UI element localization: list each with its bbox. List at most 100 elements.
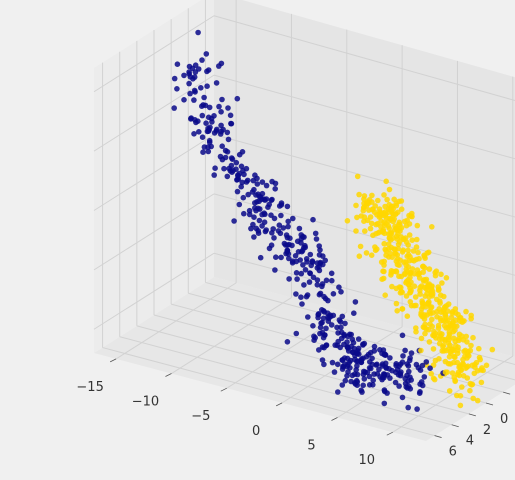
point-navy bbox=[181, 97, 187, 103]
point-navy bbox=[408, 350, 415, 356]
point-navy bbox=[213, 80, 220, 86]
point-navy bbox=[335, 389, 341, 395]
point-gold bbox=[432, 357, 439, 364]
point-gold bbox=[454, 359, 461, 366]
point-gold bbox=[373, 221, 379, 228]
point-gold bbox=[422, 278, 429, 284]
point-navy bbox=[423, 359, 430, 365]
point-navy bbox=[278, 254, 284, 261]
point-gold bbox=[370, 232, 376, 239]
point-navy bbox=[317, 324, 324, 331]
point-navy bbox=[325, 297, 331, 304]
point-gold bbox=[439, 280, 445, 286]
point-navy bbox=[208, 115, 215, 122]
point-gold bbox=[353, 228, 359, 234]
point-navy bbox=[212, 165, 218, 171]
point-gold bbox=[398, 206, 405, 212]
point-navy bbox=[224, 173, 231, 180]
point-gold bbox=[468, 382, 475, 388]
point-navy bbox=[253, 225, 259, 232]
point-gold bbox=[417, 284, 423, 291]
point-navy bbox=[314, 282, 321, 288]
point-gold bbox=[454, 392, 460, 399]
point-navy bbox=[336, 284, 342, 291]
grid-z-left bbox=[93, 252, 215, 330]
point-navy bbox=[239, 149, 246, 155]
point-navy bbox=[405, 404, 412, 411]
point-navy bbox=[227, 168, 234, 174]
point-gold bbox=[414, 222, 421, 229]
point-gold bbox=[361, 204, 367, 210]
point-navy bbox=[327, 312, 334, 319]
point-navy bbox=[211, 172, 217, 178]
point-navy bbox=[338, 324, 344, 331]
point-gold bbox=[462, 353, 468, 360]
point-navy bbox=[276, 203, 283, 209]
point-gold bbox=[457, 402, 464, 409]
point-gold bbox=[429, 316, 435, 323]
point-navy bbox=[331, 369, 338, 375]
point-navy bbox=[381, 374, 387, 381]
point-navy bbox=[334, 361, 341, 368]
point-gold bbox=[381, 222, 388, 229]
point-gold bbox=[357, 243, 364, 250]
point-gold bbox=[428, 289, 435, 296]
x-tick-label: −15 bbox=[76, 380, 103, 395]
point-gold bbox=[435, 287, 442, 294]
point-navy bbox=[255, 205, 261, 212]
point-gold bbox=[404, 313, 411, 320]
point-gold bbox=[465, 349, 472, 355]
point-gold bbox=[375, 197, 381, 204]
point-gold bbox=[416, 255, 422, 262]
point-navy bbox=[187, 74, 194, 80]
point-gold bbox=[470, 334, 476, 341]
point-navy bbox=[202, 102, 209, 109]
point-gold bbox=[366, 197, 373, 203]
point-gold bbox=[399, 306, 406, 312]
point-gold bbox=[449, 370, 456, 376]
point-gold bbox=[407, 274, 413, 281]
point-gold bbox=[396, 239, 403, 245]
point-navy bbox=[310, 323, 316, 329]
point-navy bbox=[293, 330, 300, 337]
point-navy bbox=[293, 291, 299, 297]
point-navy bbox=[319, 281, 326, 287]
point-gold bbox=[420, 263, 426, 270]
point-navy bbox=[203, 51, 210, 57]
point-navy bbox=[304, 259, 310, 265]
point-navy bbox=[186, 69, 192, 75]
grid-y-floor bbox=[205, 281, 515, 366]
point-navy bbox=[238, 183, 244, 190]
point-navy bbox=[307, 251, 314, 258]
point-navy bbox=[298, 240, 304, 246]
point-gold bbox=[419, 298, 425, 304]
point-navy bbox=[208, 143, 214, 150]
point-navy bbox=[359, 389, 365, 395]
point-navy bbox=[282, 242, 289, 248]
point-gold bbox=[387, 250, 394, 257]
point-navy bbox=[246, 211, 253, 218]
point-navy bbox=[192, 89, 198, 95]
point-navy bbox=[299, 301, 305, 307]
point-navy bbox=[256, 198, 262, 205]
point-navy bbox=[399, 359, 406, 366]
point-gold bbox=[437, 333, 444, 339]
point-navy bbox=[349, 372, 356, 379]
point-navy bbox=[394, 366, 401, 373]
point-navy bbox=[200, 149, 206, 155]
point-navy bbox=[189, 65, 196, 72]
point-navy bbox=[348, 343, 355, 350]
point-gold bbox=[361, 193, 368, 199]
point-navy bbox=[381, 400, 388, 407]
x-tick-label: 10 bbox=[359, 453, 376, 468]
point-gold bbox=[381, 240, 388, 247]
point-gold bbox=[443, 275, 450, 281]
point-gold bbox=[393, 300, 400, 307]
point-gold bbox=[396, 273, 402, 280]
point-gold bbox=[416, 275, 423, 281]
point-navy bbox=[292, 253, 299, 259]
point-navy bbox=[252, 172, 258, 178]
point-navy bbox=[360, 342, 366, 348]
x-tick-mark bbox=[386, 431, 393, 436]
